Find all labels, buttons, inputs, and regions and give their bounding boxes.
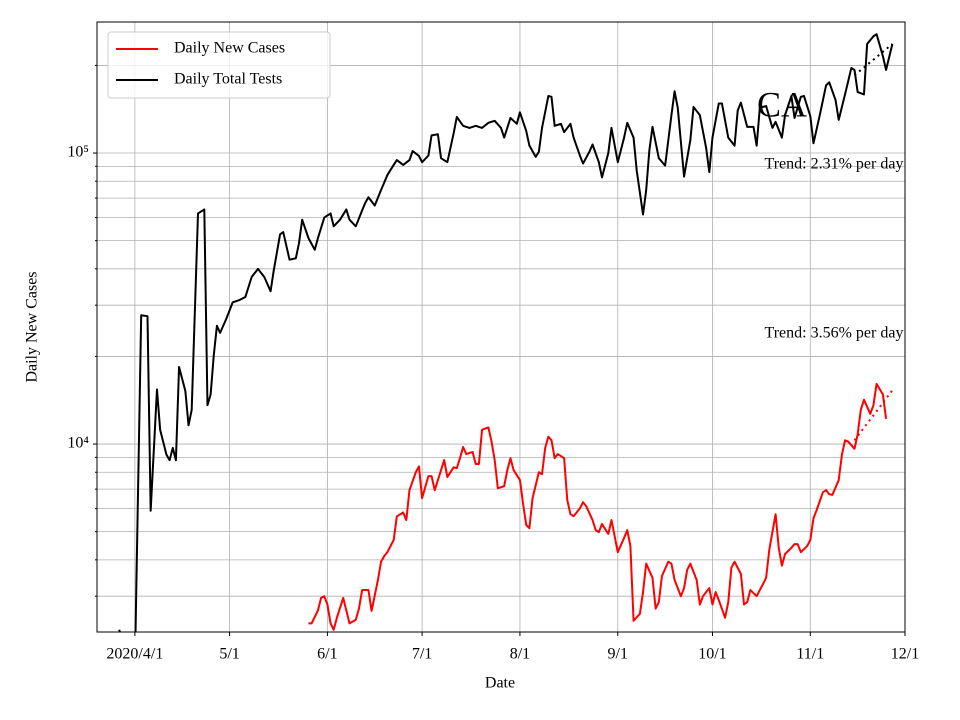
y-axis-label: Daily New Cases: [24, 271, 41, 382]
series-line: [118, 33, 894, 632]
series-line: [308, 382, 888, 631]
legend: Daily New Cases Daily Total Tests: [107, 31, 331, 99]
x-axis-label: Date: [485, 675, 515, 692]
legend-label: Daily New Cases: [174, 40, 285, 57]
axes: 2020/4/1 5/1 6/1 7/1 8/1 9/1 10/1 11/1 12/1 10⁴ 10…: [67, 64, 919, 663]
x-tick-label: 10/1: [698, 646, 726, 663]
annotation: CA: [757, 84, 807, 124]
x-tick-label: 2020/4/1: [106, 646, 163, 663]
y-tick-label: 10⁵: [67, 144, 89, 161]
legend-label: Daily Total Tests: [174, 71, 282, 88]
grid: [97, 22, 906, 632]
legend-box: [107, 31, 331, 99]
x-tick-label: 7/1: [412, 646, 432, 663]
y-tick-label: 10⁴: [67, 435, 89, 452]
trend-label: Trend: 2.31% per day: [765, 156, 904, 173]
x-tick-label: 6/1: [317, 646, 337, 663]
x-tick-label: 11/1: [796, 646, 824, 663]
trend-line: [853, 389, 894, 441]
x-tick-label: 9/1: [608, 646, 628, 663]
x-tick-label: 12/1: [891, 646, 919, 663]
trend-line: [853, 43, 894, 77]
plot-frame: [96, 21, 906, 633]
x-tick-label: 5/1: [219, 646, 239, 663]
trend-label: Trend: 3.56% per day: [765, 325, 904, 342]
plot-lines: [118, 33, 894, 632]
x-tick-label: 8/1: [510, 646, 530, 663]
